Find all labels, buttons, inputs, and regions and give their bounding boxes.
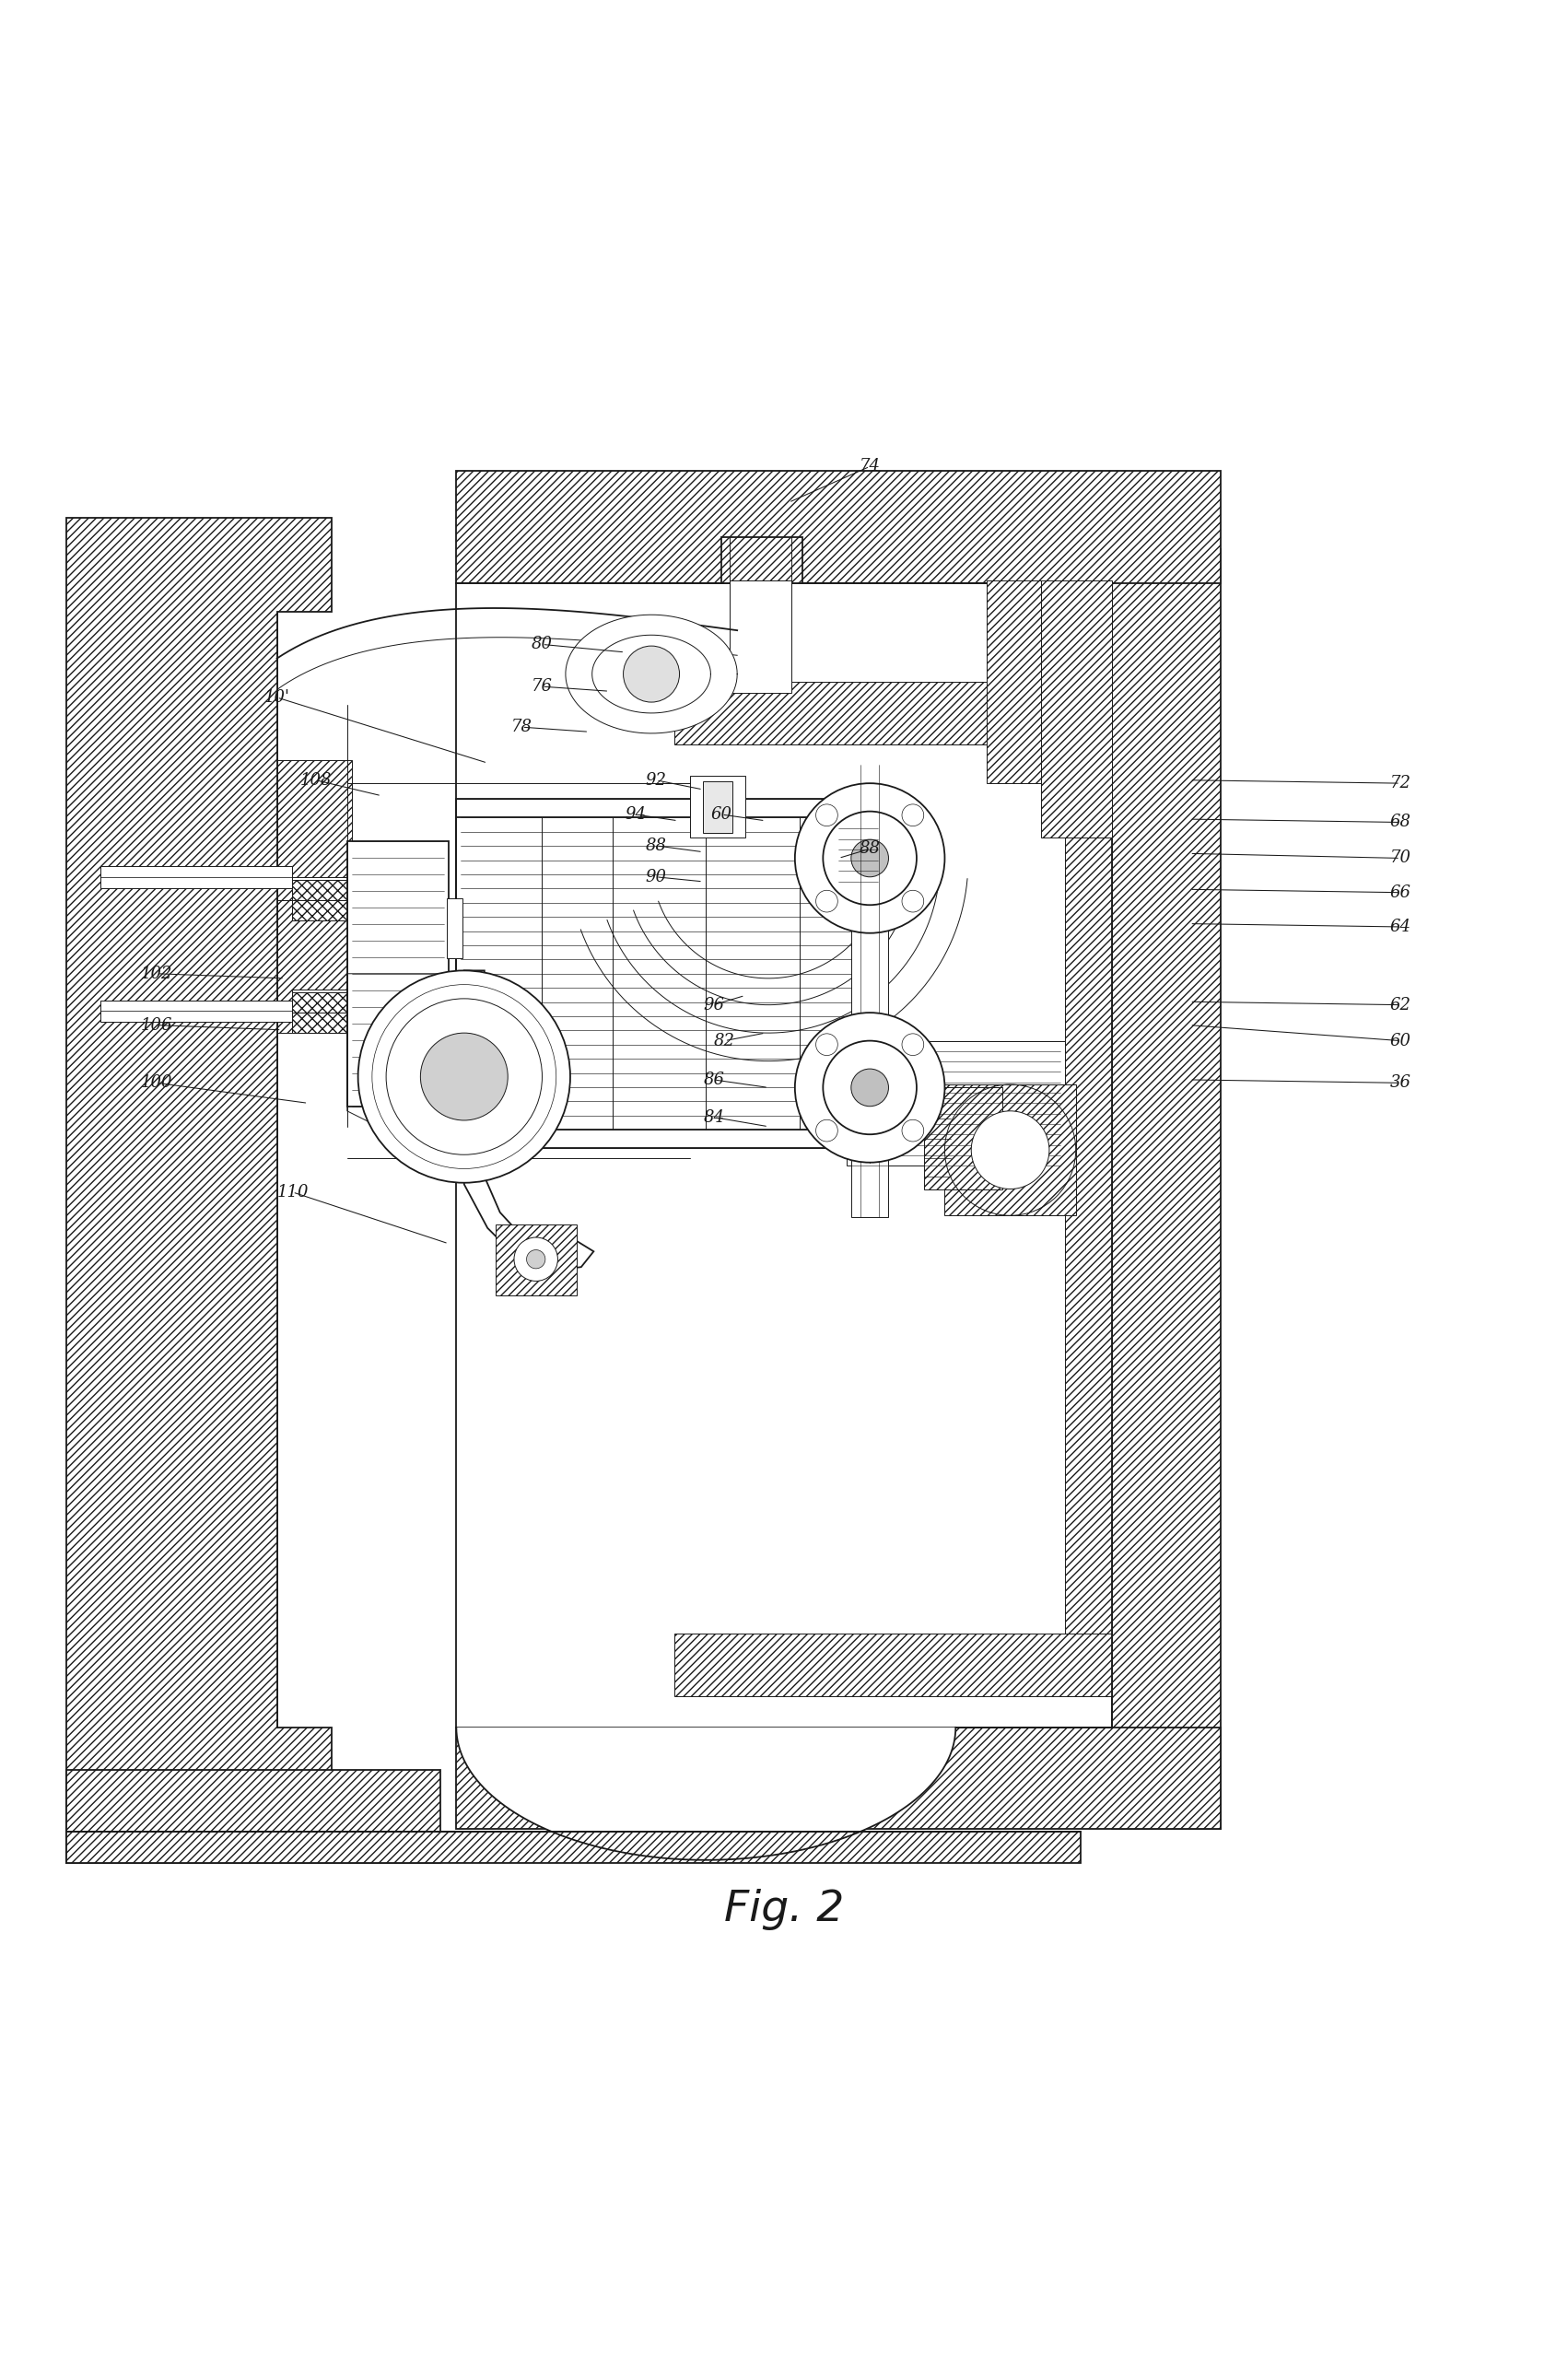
Bar bbox=[674, 682, 1112, 744]
Bar bbox=[66, 1769, 441, 1862]
Circle shape bbox=[514, 1237, 558, 1282]
Circle shape bbox=[795, 782, 944, 932]
Bar bbox=[690, 775, 745, 837]
Polygon shape bbox=[66, 518, 331, 1862]
Text: 72: 72 bbox=[1389, 775, 1411, 792]
Circle shape bbox=[902, 1034, 924, 1056]
Text: 78: 78 bbox=[511, 718, 533, 735]
Text: 70: 70 bbox=[1389, 849, 1411, 866]
Text: 102: 102 bbox=[141, 965, 172, 982]
Text: 76: 76 bbox=[532, 678, 554, 694]
Circle shape bbox=[902, 804, 924, 825]
Bar bbox=[674, 1634, 1112, 1696]
Text: 66: 66 bbox=[1389, 885, 1411, 901]
Text: 62: 62 bbox=[1389, 996, 1411, 1013]
Polygon shape bbox=[464, 970, 594, 1270]
Bar bbox=[447, 899, 463, 958]
Bar bbox=[986, 580, 1041, 782]
Text: 110: 110 bbox=[276, 1184, 309, 1201]
Circle shape bbox=[902, 889, 924, 913]
Text: 68: 68 bbox=[1389, 813, 1411, 830]
Text: 80: 80 bbox=[532, 635, 554, 652]
Bar bbox=[1065, 744, 1112, 1696]
Bar bbox=[278, 901, 351, 1032]
Bar bbox=[851, 811, 889, 1218]
Text: 92: 92 bbox=[646, 773, 666, 789]
Circle shape bbox=[971, 1111, 1049, 1189]
Bar bbox=[293, 901, 347, 920]
Bar bbox=[293, 877, 347, 920]
Text: 86: 86 bbox=[702, 1072, 724, 1089]
Bar bbox=[729, 580, 792, 692]
Text: 90: 90 bbox=[646, 868, 666, 885]
Text: 88: 88 bbox=[859, 839, 880, 856]
Bar bbox=[839, 825, 878, 885]
Polygon shape bbox=[456, 1726, 955, 1860]
Text: 64: 64 bbox=[1389, 918, 1411, 935]
Circle shape bbox=[815, 889, 837, 913]
Bar bbox=[1112, 549, 1221, 1829]
Circle shape bbox=[527, 1251, 546, 1267]
Text: 74: 74 bbox=[859, 459, 880, 476]
Text: 60: 60 bbox=[710, 806, 732, 823]
Bar bbox=[944, 1084, 1076, 1215]
Text: 108: 108 bbox=[299, 773, 332, 789]
Text: Fig. 2: Fig. 2 bbox=[724, 1888, 844, 1931]
Text: 106: 106 bbox=[141, 1018, 172, 1034]
Circle shape bbox=[815, 1034, 837, 1056]
Text: 36: 36 bbox=[1389, 1075, 1411, 1092]
Text: 82: 82 bbox=[713, 1032, 735, 1049]
Bar bbox=[100, 866, 293, 887]
Text: 100: 100 bbox=[141, 1075, 172, 1092]
Bar bbox=[925, 1087, 1002, 1189]
Text: 60: 60 bbox=[1389, 1032, 1411, 1049]
Circle shape bbox=[815, 1120, 837, 1141]
Circle shape bbox=[624, 647, 679, 702]
Circle shape bbox=[823, 811, 917, 906]
Bar bbox=[293, 1013, 347, 1032]
Text: 94: 94 bbox=[626, 806, 646, 823]
Text: 84: 84 bbox=[702, 1108, 724, 1125]
Circle shape bbox=[795, 1013, 944, 1163]
Circle shape bbox=[823, 1042, 917, 1134]
Bar bbox=[293, 880, 347, 901]
Bar bbox=[702, 782, 732, 832]
Polygon shape bbox=[566, 616, 737, 732]
Circle shape bbox=[420, 1032, 508, 1120]
Bar bbox=[847, 1042, 1065, 1165]
Circle shape bbox=[851, 1068, 889, 1106]
Text: 96: 96 bbox=[702, 996, 724, 1013]
Bar bbox=[456, 818, 878, 1130]
Bar bbox=[456, 1726, 1221, 1829]
Circle shape bbox=[851, 839, 889, 877]
Text: 10': 10' bbox=[263, 690, 290, 706]
Circle shape bbox=[815, 804, 837, 825]
Bar bbox=[100, 1001, 293, 1023]
Bar bbox=[456, 471, 1221, 583]
Bar bbox=[347, 842, 448, 1106]
Bar bbox=[66, 1831, 1080, 1862]
Circle shape bbox=[902, 1120, 924, 1141]
Bar bbox=[456, 799, 878, 1149]
Bar bbox=[278, 761, 351, 901]
Circle shape bbox=[358, 970, 571, 1182]
Bar bbox=[721, 537, 803, 583]
Text: 88: 88 bbox=[646, 837, 666, 854]
Bar bbox=[293, 992, 347, 1013]
Circle shape bbox=[386, 999, 543, 1156]
Bar bbox=[495, 1225, 577, 1296]
Bar bbox=[293, 989, 347, 1032]
Bar bbox=[1041, 580, 1112, 837]
